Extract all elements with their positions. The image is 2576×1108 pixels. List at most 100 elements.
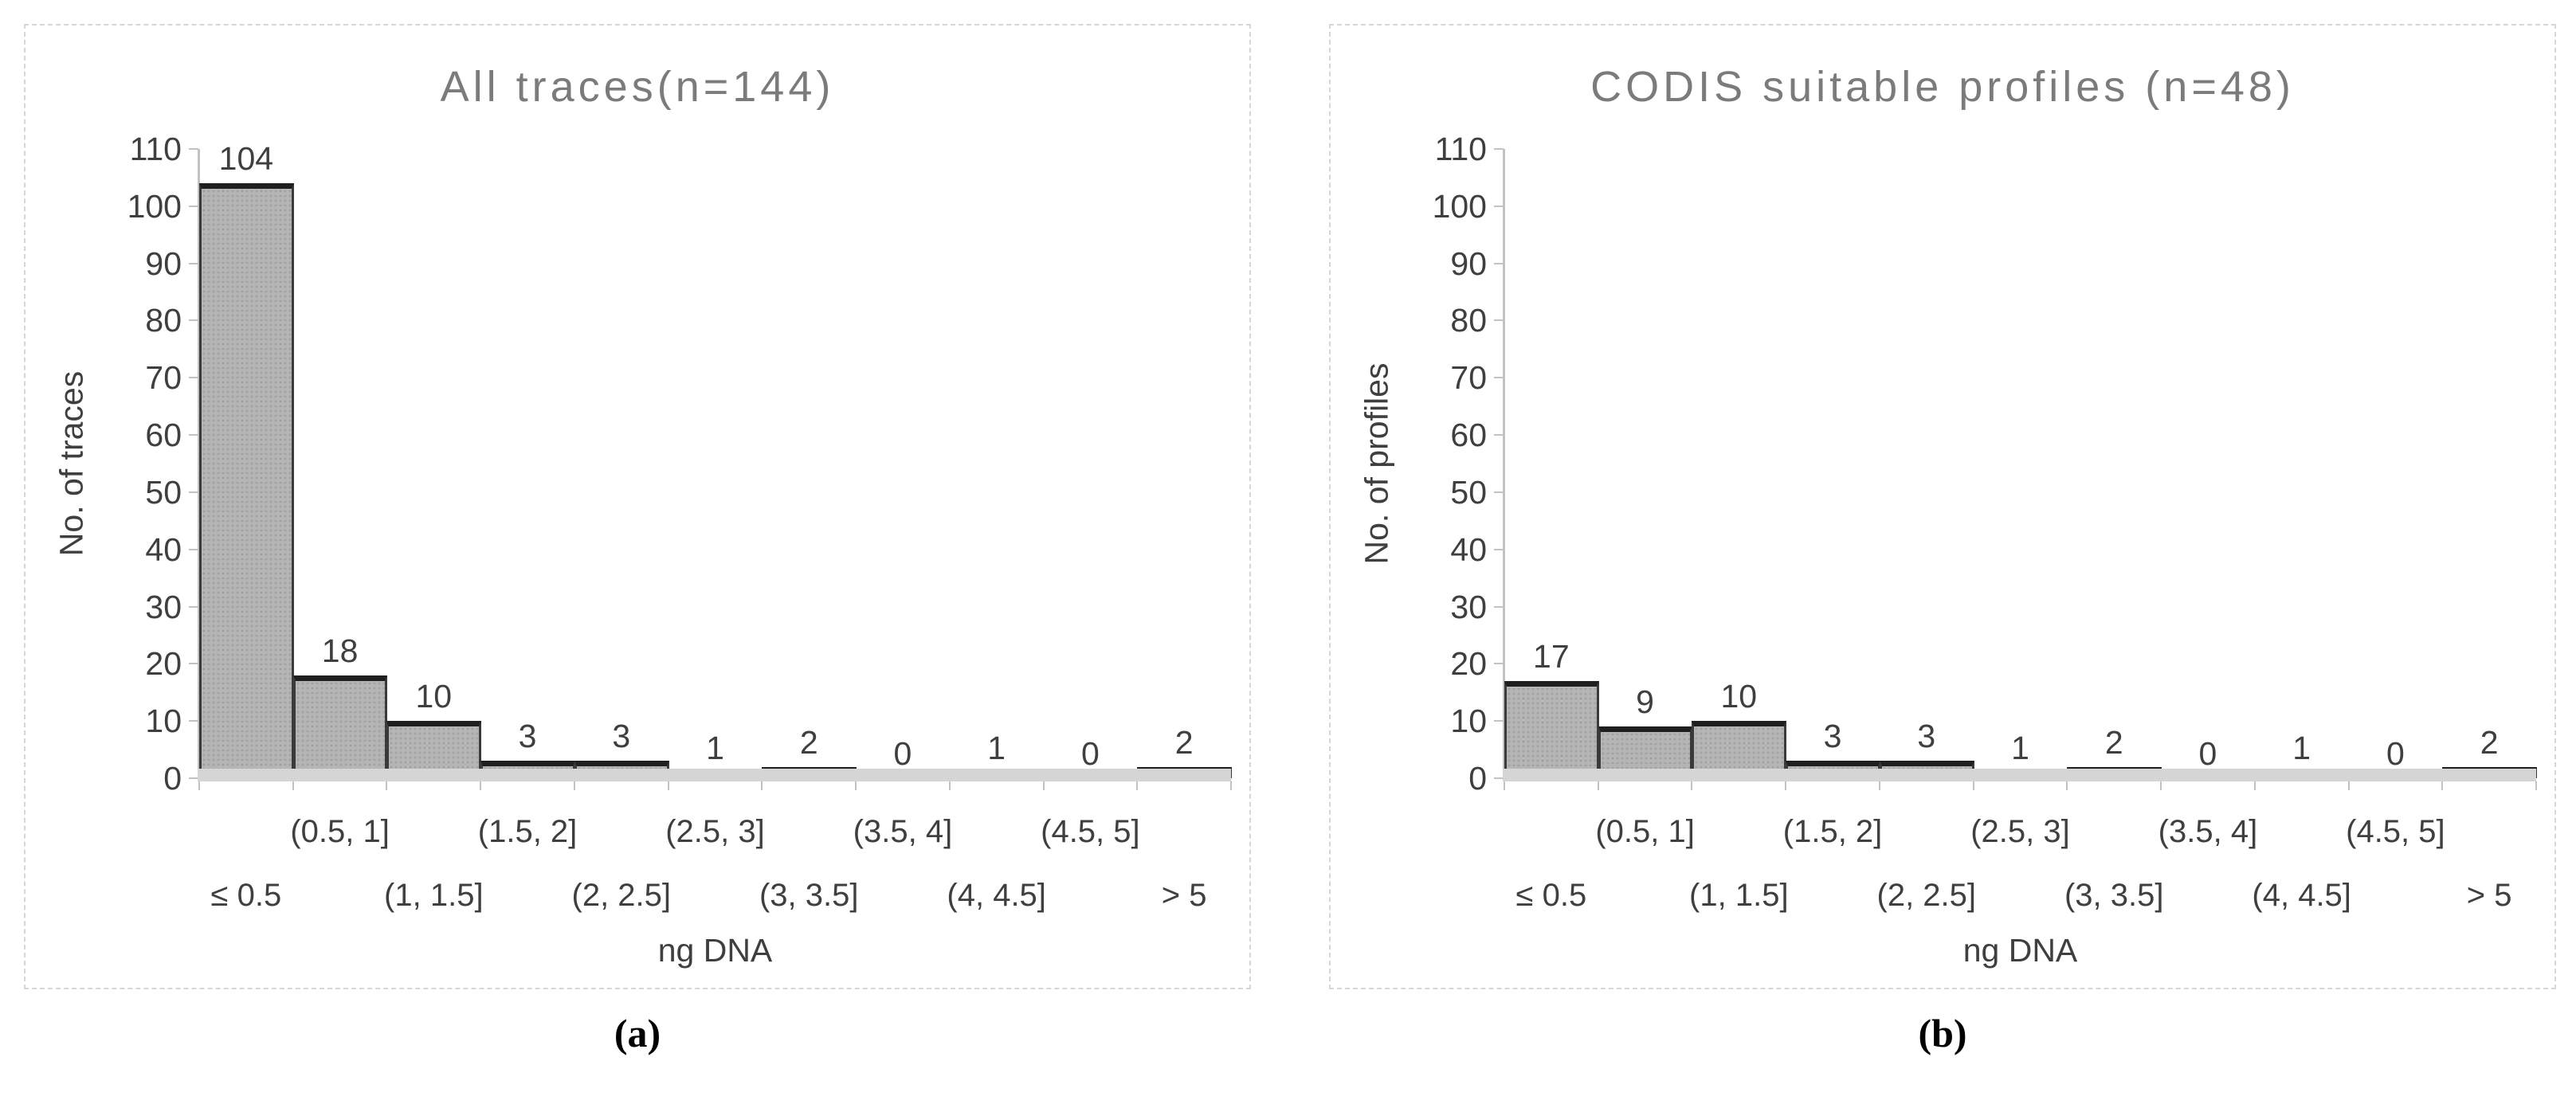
bar-value-label: 10 (1720, 678, 1758, 715)
chart-title: All traces(n=144) (440, 63, 835, 111)
x-axis-tick (948, 781, 951, 790)
y-axis-tick (189, 605, 198, 608)
y-axis-tick (1494, 663, 1504, 665)
x-axis-tick (855, 781, 857, 790)
y-axis-tick (1494, 605, 1504, 608)
x-category-label: (2.5, 3] (1970, 814, 2070, 849)
x-category-label: (1, 1.5] (1689, 878, 1789, 913)
baseline-strip (198, 769, 1231, 781)
bar (1504, 680, 1599, 778)
x-category-label: (4.5, 5] (2346, 814, 2445, 849)
x-category-label: (2, 2.5] (571, 878, 672, 913)
bar-value-label: 0 (2386, 735, 2405, 772)
bar-value-label: 9 (1636, 683, 1654, 721)
bar-value-label: 0 (2198, 735, 2217, 772)
x-category-label: (3.5, 4] (2158, 814, 2258, 849)
y-axis-tick (1494, 148, 1504, 150)
x-axis-tick (2441, 781, 2444, 790)
y-axis-tick (1494, 434, 1504, 437)
x-axis-tick (1785, 781, 1787, 790)
bar-value-label: 3 (1917, 718, 1936, 755)
y-axis-tick (1494, 205, 1504, 207)
x-axis-tick (2253, 781, 2256, 790)
x-category-label: (3, 3.5] (2064, 878, 2164, 913)
x-axis-tick (2066, 781, 2068, 790)
x-axis-title: ng DNA (1962, 932, 2078, 969)
y-tick-label: 90 (1450, 245, 1487, 282)
y-axis-tick (1494, 777, 1504, 779)
y-tick-label: 0 (1468, 760, 1487, 797)
bar-value-label: 3 (612, 718, 631, 755)
bar (292, 675, 388, 778)
x-axis-tick (2160, 781, 2162, 790)
y-tick-label: 30 (1450, 588, 1487, 625)
x-axis-tick (1691, 781, 1693, 790)
x-category-label: ≤ 0.5 (1515, 878, 1587, 913)
x-axis-tick (1136, 781, 1139, 790)
y-axis-tick (1494, 262, 1504, 264)
y-axis-line (198, 149, 200, 778)
y-axis-tick (189, 548, 198, 550)
x-axis-tick (761, 781, 763, 790)
chart-title: CODIS suitable profiles (n=48) (1590, 63, 2295, 111)
y-axis-tick (189, 777, 198, 779)
chart-panel-codis-profiles: CODIS suitable profiles (n=48) No. of pr… (1329, 24, 2556, 989)
bar-value-label: 0 (1080, 735, 1100, 772)
y-tick-label: 10 (145, 703, 182, 740)
x-category-label: (1.5, 2] (1782, 814, 1883, 849)
x-axis-tick (480, 781, 482, 790)
subfigure-caption-a: (a) (614, 1011, 661, 1055)
x-category-label: (2, 2.5] (1876, 878, 1977, 913)
x-category-label: (0.5, 1] (1595, 814, 1695, 849)
bar-value-label: 2 (2104, 723, 2123, 761)
y-tick-label: 100 (127, 187, 182, 225)
y-tick-label: 70 (145, 359, 182, 397)
bar-value-label: 1 (2292, 729, 2311, 766)
y-tick-label: 100 (1432, 187, 1487, 225)
y-axis-tick (1494, 720, 1504, 722)
chart-panel-all-traces: All traces(n=144) No. of traces 0 10 20 30 4… (24, 24, 1251, 989)
y-tick-label: 40 (1450, 531, 1487, 568)
bar-value-label: 1 (987, 729, 1006, 766)
y-tick-label: 50 (1450, 473, 1487, 511)
y-axis-tick (189, 205, 198, 207)
bar-value-label: 10 (415, 678, 453, 715)
bar (199, 183, 294, 778)
x-axis-tick (292, 781, 294, 790)
y-tick-label: 40 (145, 531, 182, 568)
x-category-label: (4.5, 5] (1041, 814, 1140, 849)
y-tick-label: 80 (1450, 302, 1487, 339)
y-axis-tick (1494, 491, 1504, 493)
plot-area: 0 10 20 30 40 50 60 70 80 90 100 110 17 ≤ 0.5 9 (0.5, 1… (1331, 25, 2554, 988)
bar-value-label: 3 (518, 718, 537, 755)
x-axis-tick (1504, 781, 1505, 790)
x-axis-tick (1230, 781, 1232, 790)
x-axis-tick (573, 781, 575, 790)
baseline-strip (1503, 769, 2536, 781)
y-tick-label: 30 (145, 588, 182, 625)
x-category-label: > 5 (1161, 878, 1207, 913)
y-tick-label: 50 (145, 473, 182, 511)
x-category-label: (1, 1.5] (384, 878, 484, 913)
x-axis-tick (386, 781, 388, 790)
bar-value-label: 1 (2011, 729, 2029, 766)
plot-area: 0 10 20 30 40 50 60 70 80 90 100 110 104 ≤ 0.5 18 (0.5,… (25, 25, 1249, 988)
bar-value-label: 2 (2480, 723, 2499, 761)
bar-value-label: 3 (1823, 718, 1842, 755)
bar-value-label: 2 (1174, 723, 1194, 761)
y-tick-label: 60 (1450, 417, 1487, 454)
y-axis-tick (189, 148, 198, 150)
y-axis-tick (189, 491, 198, 493)
x-axis-tick (198, 781, 200, 790)
bar-value-label: 17 (1533, 637, 1570, 675)
y-tick-label: 70 (1450, 359, 1487, 397)
x-category-label: (4, 4.5] (2252, 878, 2351, 913)
y-tick-label: 80 (145, 302, 182, 339)
y-axis-tick (1494, 548, 1504, 550)
x-axis-tick (2347, 781, 2350, 790)
y-axis-line (1503, 149, 1505, 778)
subfigure-caption-b: (b) (1918, 1011, 1967, 1055)
x-category-label: > 5 (2466, 878, 2512, 913)
x-category-label: (4, 4.5] (947, 878, 1046, 913)
y-tick-label: 10 (1450, 703, 1487, 740)
